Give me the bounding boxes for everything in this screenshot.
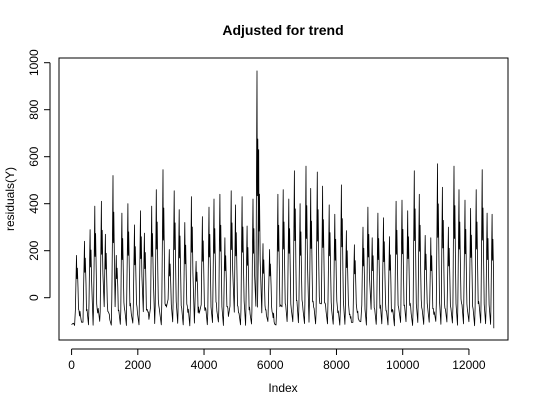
y-tick-label: 600 (27, 146, 41, 166)
y-tick-label: 800 (27, 99, 41, 119)
x-tick-label: 4000 (191, 358, 218, 372)
x-tick-label: 0 (68, 358, 75, 372)
y-axis: 0 200 400 600 800 1000 (27, 49, 51, 301)
y-tick-label: 400 (27, 193, 41, 213)
x-tick-label: 8000 (323, 358, 350, 372)
residuals-series-line (71, 70, 495, 329)
chart-title: Adjusted for trend (222, 22, 343, 38)
x-axis-label: Index (268, 381, 297, 395)
series-group (71, 70, 495, 329)
y-axis-label: residuals(Y) (3, 167, 17, 231)
x-tick-label: 2000 (124, 358, 151, 372)
y-tick-label: 200 (27, 240, 41, 260)
plot-frame (58, 57, 509, 341)
x-axis: 0 2000 4000 6000 8000 10000 12000 (68, 348, 486, 372)
y-tick-label: 1000 (27, 49, 41, 76)
x-tick-label: 6000 (257, 358, 284, 372)
x-tick-label: 10000 (386, 358, 420, 372)
y-tick-label: 0 (27, 294, 41, 301)
x-tick-label: 12000 (452, 358, 486, 372)
